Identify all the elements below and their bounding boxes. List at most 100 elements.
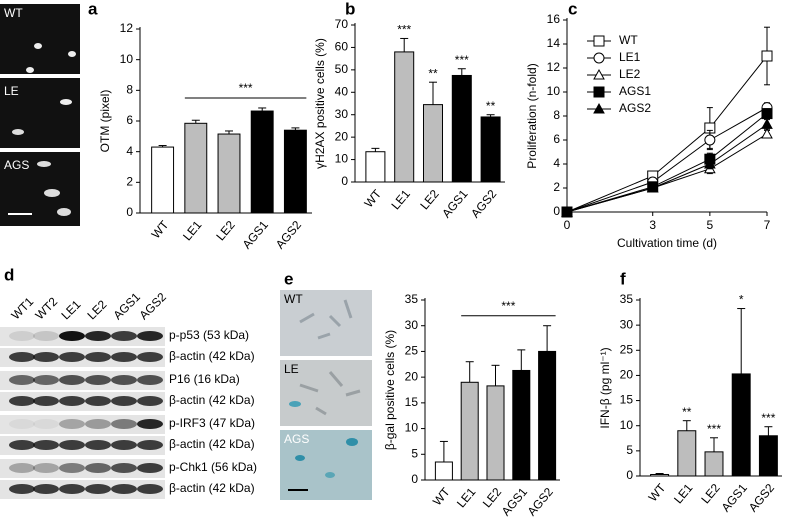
y-tick-label: 10 <box>405 421 419 435</box>
series-line <box>566 123 768 213</box>
y-axis-label: β-gal positive cells (%) <box>383 330 397 450</box>
bar <box>283 129 307 214</box>
panel-label: a <box>88 0 98 18</box>
x-tick-label: AGS1 <box>719 481 751 515</box>
image-label: AGS <box>284 432 309 446</box>
marker <box>761 108 773 120</box>
blot-band <box>9 396 35 406</box>
marker <box>593 68 605 80</box>
x-tick-label: LE2 <box>213 218 238 244</box>
image-label: AGS <box>4 158 29 172</box>
y-tick-label: 0 <box>341 174 348 188</box>
bar <box>512 369 531 481</box>
x-tick-label: AGS2 <box>746 481 778 515</box>
y-tick-label: 5 <box>626 443 633 457</box>
blot-band <box>59 440 85 450</box>
y-tick-label: 35 <box>405 292 419 306</box>
y-tick-label: 6 <box>126 113 133 127</box>
blot-band <box>59 463 85 473</box>
blot-band <box>111 440 137 450</box>
blot-band <box>111 331 137 341</box>
x-tick-label: AGS1 <box>240 218 272 252</box>
y-tick-label: 2 <box>553 180 560 194</box>
lane-label: WT1 <box>8 294 36 322</box>
blot-label: P16 (16 kDa) <box>169 372 240 386</box>
blot-band <box>9 352 35 362</box>
blot-band <box>85 440 111 450</box>
marker <box>761 127 773 139</box>
blot-band <box>33 331 59 341</box>
y-tick-label: 0 <box>626 468 633 482</box>
significance: *** <box>239 81 253 95</box>
y-tick-label: 30 <box>335 107 349 121</box>
blot-label: p-p53 (53 kDa) <box>169 328 249 342</box>
blot-band <box>137 352 163 362</box>
x-tick-label: LE1 <box>671 481 696 507</box>
y-axis-label: γH2AX positive cells (%) <box>313 38 327 169</box>
series-line <box>566 113 768 213</box>
blot-band <box>137 396 163 406</box>
legend-label: LE1 <box>619 50 641 64</box>
image-label: LE <box>4 84 19 98</box>
bar <box>704 451 724 477</box>
bar <box>422 104 444 183</box>
image-label: WT <box>4 6 23 20</box>
y-tick-label: 0 <box>126 205 133 219</box>
bar <box>758 435 778 477</box>
significance: *** <box>501 299 515 313</box>
bar <box>434 461 453 481</box>
panel-label: c <box>568 0 577 18</box>
y-tick-label: 25 <box>620 342 634 356</box>
blot-band <box>9 440 35 450</box>
x-tick-label: 0 <box>564 218 571 232</box>
blot-band <box>33 375 59 385</box>
blot-band <box>85 419 111 429</box>
lane-label: WT2 <box>32 294 60 322</box>
bar <box>365 151 386 183</box>
bar <box>217 133 241 214</box>
y-tick-label: 15 <box>405 395 419 409</box>
blot-band <box>85 463 111 473</box>
x-tick-label: AGS1 <box>439 187 471 221</box>
blot-band <box>137 484 163 494</box>
marker <box>593 86 605 98</box>
blot-label: β-actin (42 kDa) <box>169 437 255 451</box>
lane-label: AGS1 <box>110 290 143 323</box>
y-tick-label: 5 <box>411 446 418 460</box>
y-tick-label: 20 <box>405 369 419 383</box>
bar <box>731 373 751 477</box>
blot-label: p-Chk1 (56 kDa) <box>169 460 257 474</box>
blot-band <box>33 440 59 450</box>
bar <box>394 51 415 183</box>
bar <box>184 122 208 214</box>
image-label: WT <box>284 292 303 306</box>
legend-label: AGS1 <box>619 84 651 98</box>
y-tick-label: 4 <box>553 156 560 170</box>
y-tick-label: 12 <box>120 21 134 35</box>
blot-band <box>111 396 137 406</box>
blot-label: p-IRF3 (47 kDa) <box>169 416 255 430</box>
marker <box>761 50 773 62</box>
y-tick-label: 35 <box>620 292 634 306</box>
panel-label: d <box>4 265 14 284</box>
bar <box>451 74 472 183</box>
significance: *** <box>397 23 411 37</box>
lane-label: AGS2 <box>136 290 169 323</box>
bar <box>480 116 501 183</box>
y-tick-label: 12 <box>547 60 561 74</box>
marker <box>704 134 716 146</box>
blot-band <box>137 375 163 385</box>
blot-band <box>111 463 137 473</box>
y-tick-label: 10 <box>335 152 349 166</box>
blot-label: β-actin (42 kDa) <box>169 393 255 407</box>
blot-band <box>59 352 85 362</box>
blot-band <box>9 419 35 429</box>
blot-band <box>137 463 163 473</box>
x-tick-label: LE2 <box>698 481 723 507</box>
y-tick-label: 30 <box>620 317 634 331</box>
blot-band <box>9 463 35 473</box>
panel-label: b <box>345 0 355 18</box>
marker <box>561 205 573 217</box>
x-tick-label: 7 <box>764 218 771 232</box>
blot-band <box>59 419 85 429</box>
